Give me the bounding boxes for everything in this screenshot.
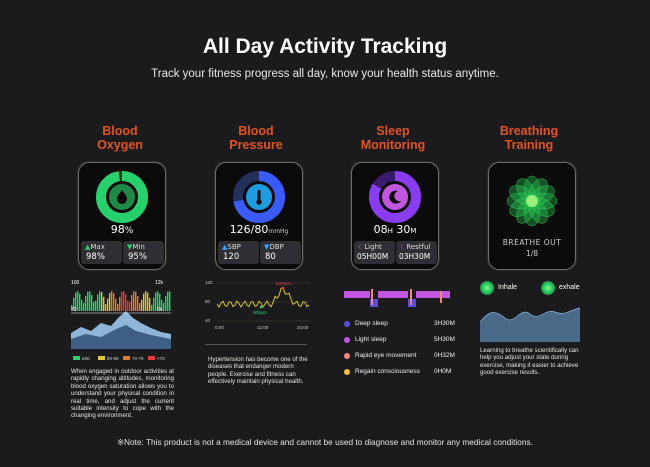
list-item: Light sleep 5H30M	[344, 336, 455, 343]
feature-title-sleep: Sleep Monitoring	[360, 124, 426, 152]
list-item: Deep sleep 3H30M	[344, 320, 455, 327]
sleep-light-pill: ☾Light 05H00M	[354, 241, 395, 264]
breathing-flower	[506, 175, 558, 227]
droplet-icon	[117, 190, 127, 204]
feature-title-blood-oxygen: Blood Oxygen	[97, 124, 143, 152]
spo2-description: When engaged in outdoor activities at ra…	[71, 368, 174, 420]
sleep-ring	[369, 171, 421, 223]
thermometer-icon	[257, 190, 261, 200]
watch-blood-oxygen: 98% ▲Max 98% ▼Min 95%	[78, 162, 166, 270]
spo2-ring	[96, 171, 148, 223]
moon-icon	[389, 190, 401, 204]
feature-title-blood-pressure: Blood Pressure	[229, 124, 283, 152]
spo2-min-pill: ▼Min 95%	[123, 241, 164, 264]
arrow-up-icon: ▲	[222, 243, 228, 251]
moon-small-icon: ☾	[358, 243, 365, 251]
bp-description: Hypertension has become one of the disea…	[208, 356, 308, 386]
exhale-icon	[541, 281, 555, 295]
watch-breathing: BREATHE OUT 1/8	[488, 162, 576, 270]
watch-blood-pressure: 126/80mmHg ▲SBP 120 ▼DBP 80	[215, 162, 303, 270]
inhale-icon	[480, 281, 494, 295]
watch-sleep: 08H 30M ☾Light 05H00M ☾Restful 03H30M	[351, 162, 439, 270]
arrow-up-icon: ▲	[85, 243, 91, 251]
spo2-max-pill: ▲Max 98%	[81, 241, 122, 264]
bp-dbp-pill: ▼DBP 80	[260, 241, 301, 264]
arrow-down-icon: ▼	[264, 243, 270, 251]
breathing-wave	[480, 307, 580, 342]
sleep-main: 08H 30M	[373, 223, 417, 236]
sleep-restful-pill: ☾Restful 03H30M	[396, 241, 437, 264]
list-item: Regain consciousness 0H0M	[344, 368, 451, 375]
disclaimer-note: ※Note: This product is not a medical dev…	[117, 437, 533, 447]
bp-chart: 120 80 40 125bpm 80bpm 0:00 12:00 24:00	[205, 280, 310, 330]
bp-sbp-pill: ▲SBP 120	[218, 241, 259, 264]
bp-main: 126/80mmHg	[229, 223, 289, 236]
feature-title-breathing: Breathing Training	[499, 124, 559, 152]
breathe-count: 1/8	[525, 249, 539, 258]
sleep-stage-list: Deep sleep 3H30M Light sleep 5H30M Rapid e…	[344, 320, 455, 380]
spo2-main: 98%	[110, 223, 134, 236]
arrow-down-icon: ▼	[127, 243, 133, 251]
sleep-hypnogram	[344, 289, 450, 307]
moon-small-icon: ☾	[400, 243, 407, 251]
bp-ring	[233, 171, 285, 223]
spo2-chart: 100 12k 70 5k ≥90 80-89 70-79 <70	[71, 280, 171, 364]
breathing-legend: Inhale exhale	[480, 281, 585, 297]
list-item: Rapid eye movement 0H32M	[344, 352, 455, 359]
breathing-description: Learning to breathe scientifically can h…	[480, 347, 579, 377]
page-subtitle: Track your fitness progress all day, kno…	[151, 68, 499, 80]
breathe-out-text: BREATHE OUT	[502, 238, 562, 247]
page-title: All Day Activity Tracking	[202, 35, 448, 58]
